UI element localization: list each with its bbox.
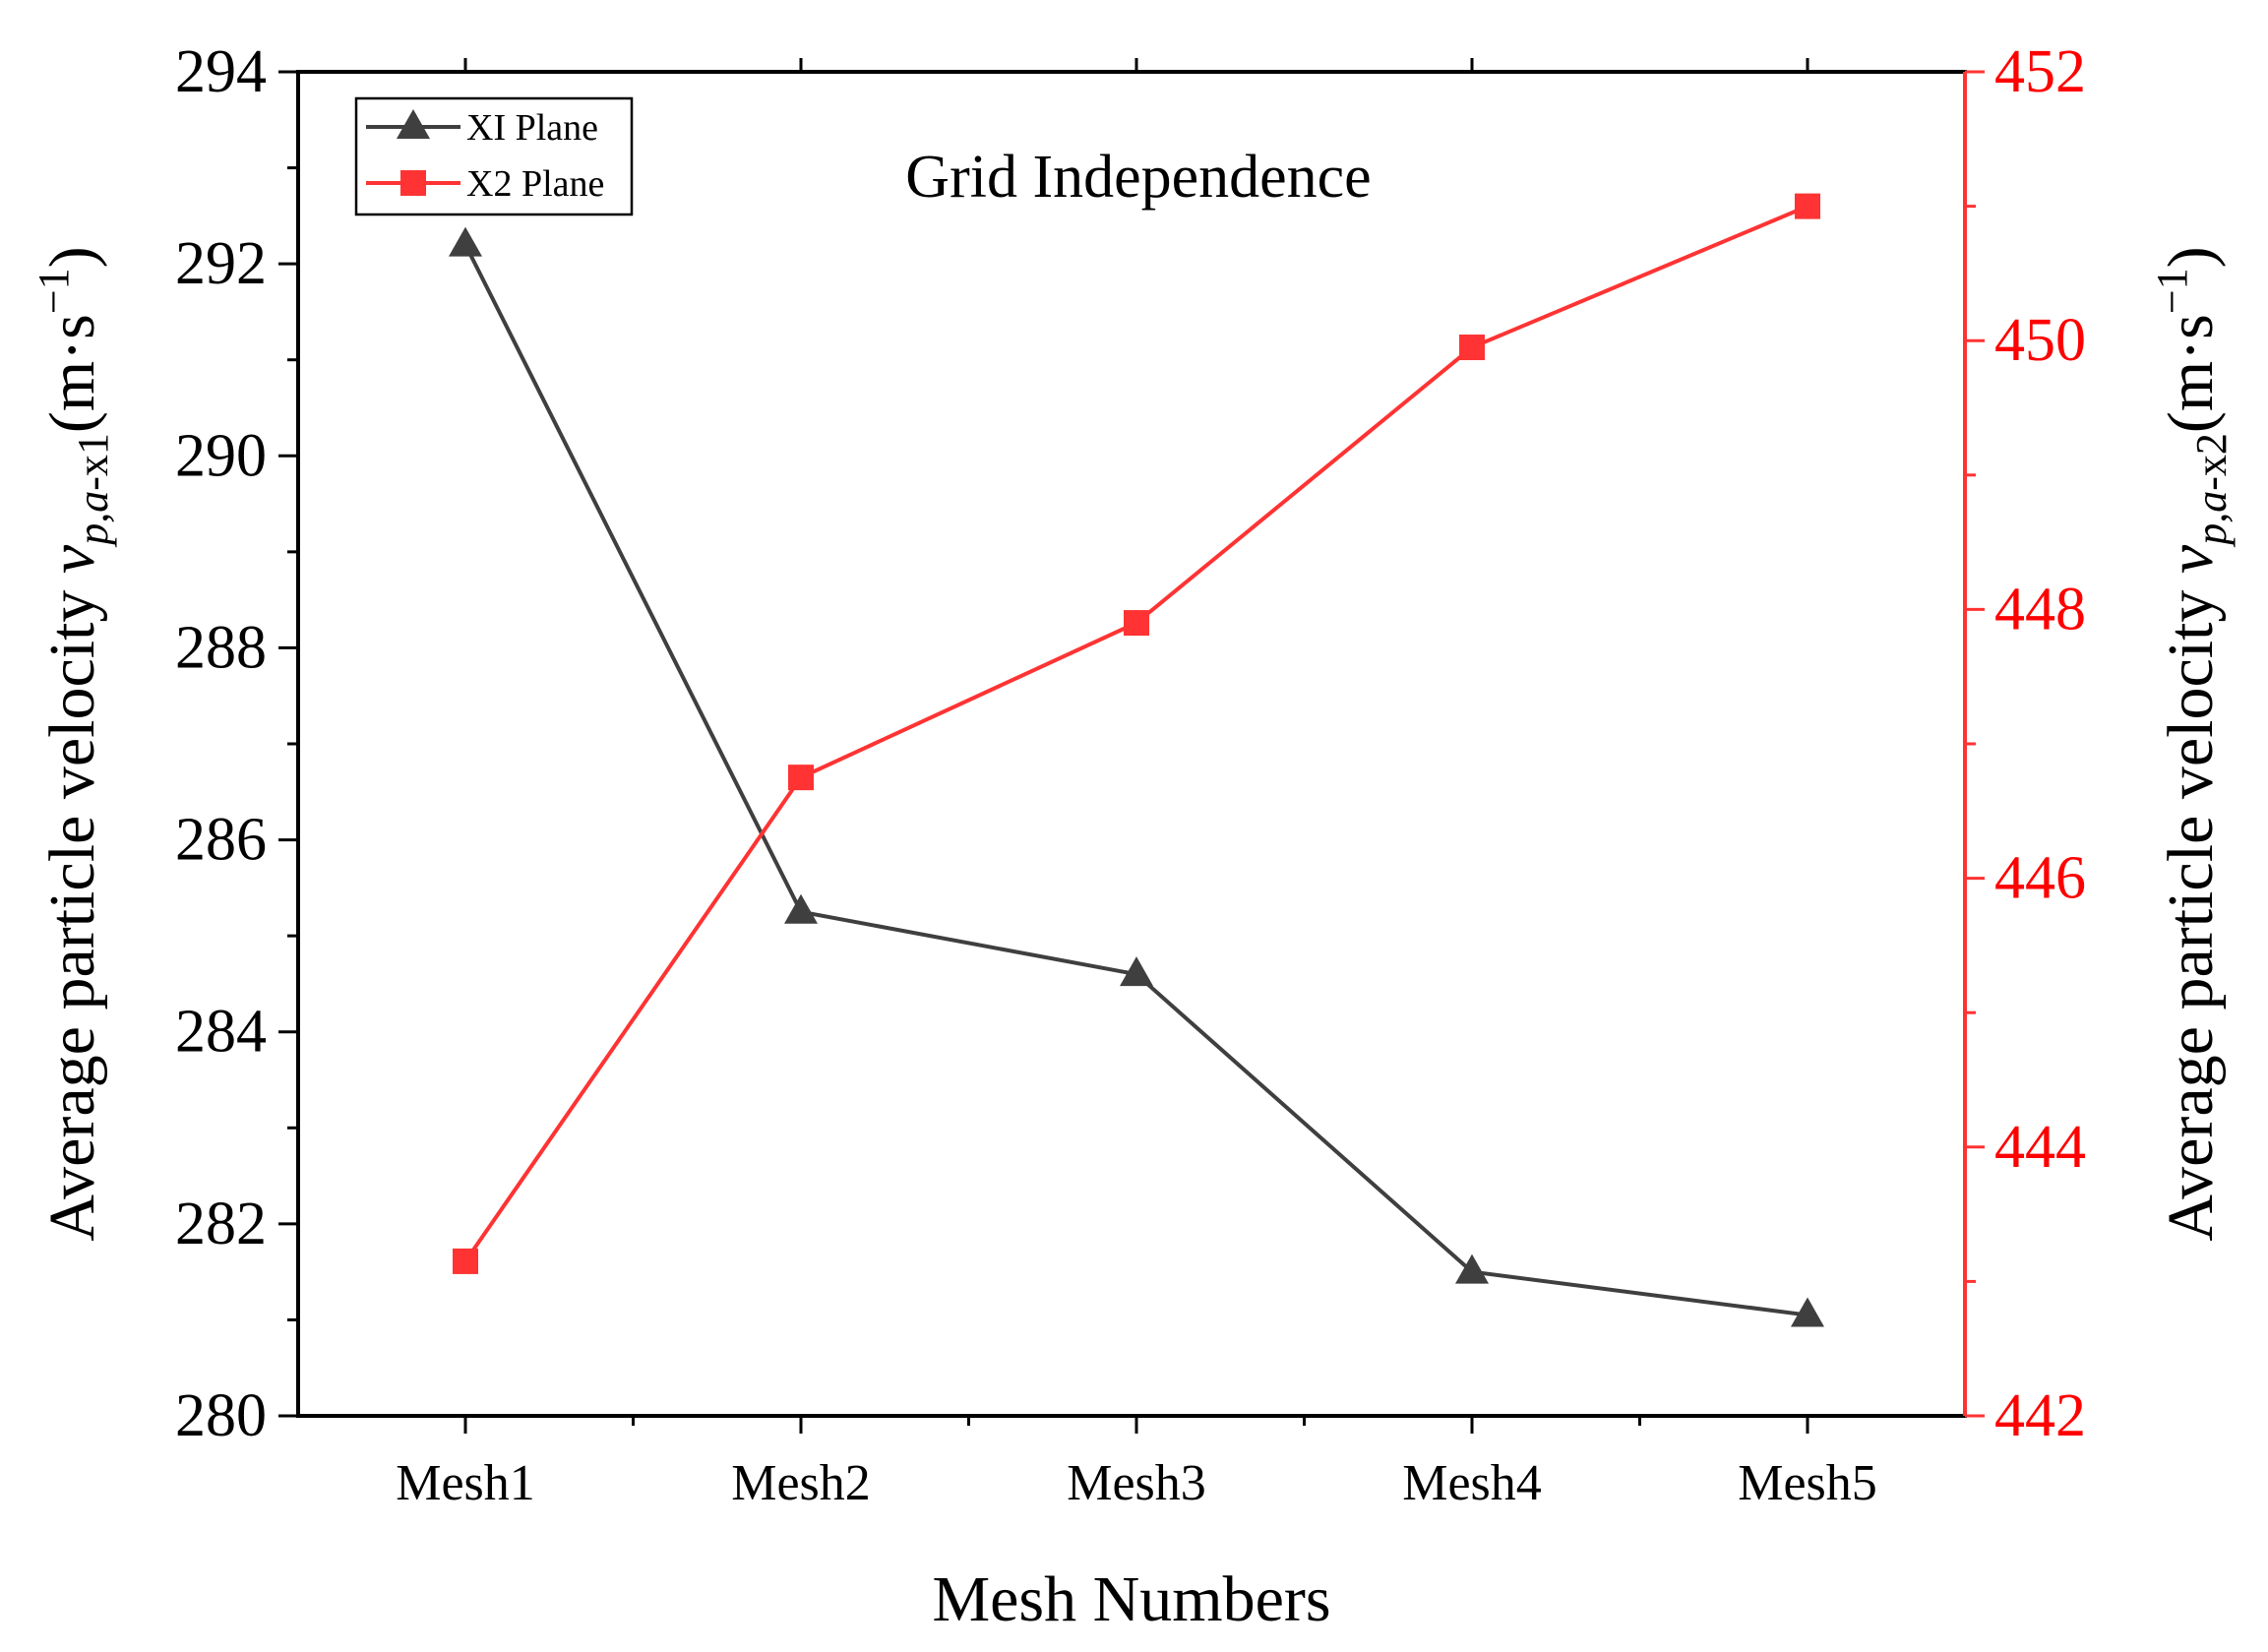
x-tick-label: Mesh4 — [1402, 1455, 1542, 1511]
left-axis-label-var: v — [36, 544, 108, 574]
x-tick-label: Mesh1 — [396, 1455, 535, 1511]
legend-label-x2: X2 Plane — [466, 163, 604, 205]
series-line-x2-plane — [463, 204, 1808, 1263]
left-axis-label: Average particle velocity vp,a-x1(m·s−1) — [30, 246, 117, 1241]
series-line-xi-plane — [463, 243, 1808, 1317]
right-axis-label-close: ) — [2155, 246, 2227, 268]
right-y-tick-label: 446 — [1994, 845, 2086, 912]
left-y-tick-label: 284 — [175, 999, 267, 1066]
legend-marker-triangle — [397, 109, 430, 139]
right-axis-label-sub-tail: -x2 — [2187, 433, 2236, 491]
chart-title: Grid Independence — [905, 144, 1371, 211]
left-axis-label-exp: −1 — [30, 268, 78, 314]
right-axis-label-exp: −1 — [2148, 268, 2196, 314]
right-axis-label: Average particle velocity vp,a-x2(m·s−1) — [2148, 246, 2236, 1241]
right-y-ticks: 442 444 446 448 450 452 — [1965, 38, 2086, 1449]
data-point-square — [453, 1248, 478, 1274]
left-axis-label-sub-tail: -x1 — [69, 433, 117, 491]
right-y-tick-label: 442 — [1994, 1382, 2086, 1449]
left-y-tick-label: 280 — [175, 1382, 267, 1449]
left-axis-label-sub: p,a — [69, 491, 117, 548]
data-point-triangle — [1791, 1297, 1824, 1327]
legend: XI Plane X2 Plane — [354, 96, 634, 216]
legend-marker-square — [400, 170, 426, 196]
data-point-square — [1459, 335, 1485, 361]
left-y-ticks: 280 282 284 286 288 290 292 294 — [175, 38, 298, 1449]
data-point-triangle — [1455, 1254, 1489, 1284]
left-y-tick-label: 288 — [175, 614, 267, 681]
right-axis-label-text: Average particle velocity — [2155, 574, 2227, 1242]
right-axis-label-unit: (m·s — [2155, 314, 2227, 433]
left-y-tick-label: 290 — [175, 422, 267, 489]
data-point-triangle — [784, 893, 818, 924]
data-point-triangle — [449, 226, 482, 257]
right-y-tick-label: 450 — [1994, 307, 2086, 374]
left-y-tick-label: 282 — [175, 1191, 267, 1257]
right-axis-label-sub: p,a — [2187, 491, 2236, 548]
data-point-square — [1795, 193, 1820, 219]
plot-frame — [296, 70, 1967, 1418]
data-point-square — [1124, 610, 1149, 637]
x-tick-label: Mesh3 — [1067, 1455, 1206, 1511]
right-y-tick-label: 452 — [1994, 38, 2086, 105]
right-y-tick-label: 448 — [1994, 576, 2086, 642]
left-axis-label-close: ) — [36, 246, 108, 268]
left-axis-label-unit: (m·s — [36, 314, 108, 433]
x-axis-label: Mesh Numbers — [932, 1563, 1330, 1635]
left-y-tick-label: 286 — [175, 807, 267, 874]
x-ticks: Mesh1 Mesh2 Mesh3 Mesh4 Mesh5 — [396, 58, 1877, 1511]
right-axis-label-var: v — [2155, 544, 2227, 574]
data-point-square — [788, 765, 814, 791]
right-y-tick-label: 444 — [1994, 1114, 2086, 1181]
x-tick-label: Mesh2 — [731, 1455, 871, 1511]
left-axis-label-text: Average particle velocity — [36, 574, 108, 1242]
legend-label-xi: XI Plane — [466, 107, 598, 149]
data-point-triangle — [1120, 956, 1153, 987]
x-tick-label: Mesh5 — [1738, 1455, 1877, 1511]
series-layer — [449, 193, 1824, 1327]
left-y-tick-label: 292 — [175, 230, 267, 297]
left-y-tick-label: 294 — [175, 38, 267, 105]
